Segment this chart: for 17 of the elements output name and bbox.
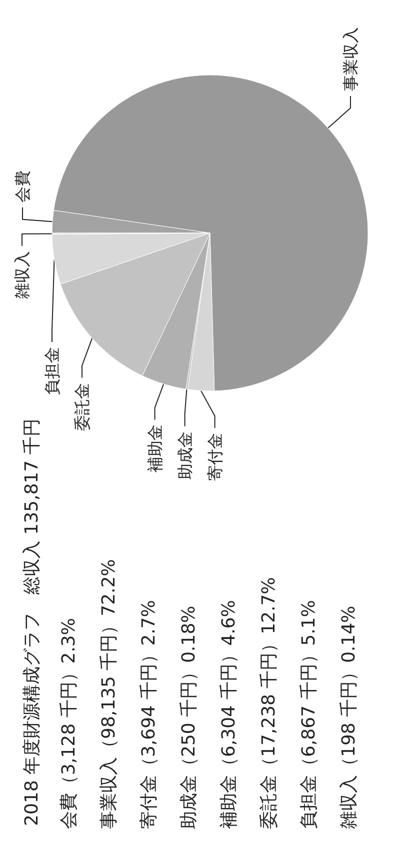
- text: 事業収入（98,135 千円）72.2%: [98, 559, 120, 829]
- slice-label: 助成金: [175, 431, 194, 480]
- text: 助成金（250 千円）0.18%: [178, 606, 200, 829]
- text: 委託金（17,238 千円）12.7%: [258, 577, 280, 829]
- text: 会費（3,128 千円）2.3%: [58, 618, 80, 829]
- text: 補助金（6,304 千円）4.6%: [218, 600, 240, 829]
- text: 2018 年度財源構成グラフ 総収入 135,817 千円: [22, 418, 42, 826]
- slice-label: 寄付金: [205, 432, 224, 481]
- text: 雑収入（198 千円）0.14%: [338, 606, 360, 829]
- text: 負担金（6,867 千円）5.1%: [298, 600, 320, 829]
- slice-label: 会費: [12, 170, 32, 202]
- text: 寄付金（3,694 千円）2.7%: [138, 600, 160, 829]
- slice-label: 雑収入: [12, 250, 32, 299]
- slice-label: 補助金: [145, 424, 164, 473]
- slice-label: 事業収入: [340, 27, 360, 92]
- slice-label: 負担金: [42, 347, 62, 395]
- slice-label: 委託金: [72, 382, 92, 431]
